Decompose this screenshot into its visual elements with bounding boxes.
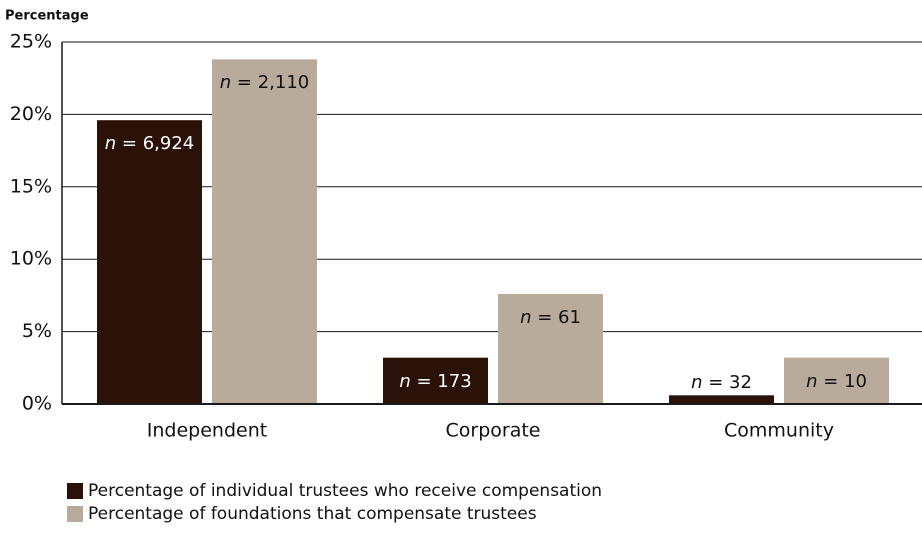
- x-tick-label: Community: [724, 420, 834, 442]
- data-label: n = 6,924: [104, 133, 195, 155]
- bar: [97, 120, 202, 404]
- legend-swatch: [67, 483, 83, 499]
- bar: [498, 293, 603, 404]
- y-axis-label: Percentage: [5, 9, 89, 24]
- legend-label: Percentage of foundations that compensat…: [88, 504, 537, 524]
- data-label: n = 32: [691, 372, 752, 394]
- x-tick-label: Independent: [147, 420, 267, 442]
- y-tick-label: 10%: [10, 248, 52, 270]
- y-tick-label: 25%: [10, 31, 52, 53]
- bar: [784, 357, 889, 404]
- bar: [669, 395, 774, 404]
- data-label: n = 61: [520, 306, 581, 328]
- legend-swatch: [67, 506, 83, 522]
- x-tick-label: Corporate: [446, 420, 541, 442]
- legend-label: Percentage of individual trustees who re…: [88, 481, 602, 501]
- y-tick-label: 5%: [22, 320, 52, 342]
- y-tick-label: 0%: [22, 393, 52, 415]
- data-label: n = 2,110: [219, 72, 310, 94]
- bar: [212, 59, 317, 404]
- y-tick-label: 15%: [10, 175, 52, 197]
- data-label: n = 173: [399, 370, 472, 392]
- data-label: n = 10: [806, 370, 867, 392]
- y-tick-label: 20%: [10, 103, 52, 125]
- bar: [383, 357, 488, 404]
